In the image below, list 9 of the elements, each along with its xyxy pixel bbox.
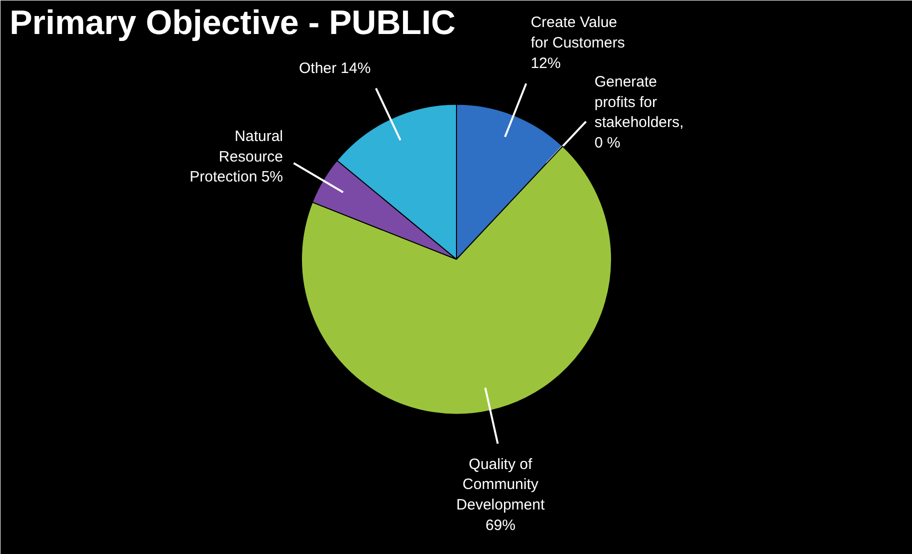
category-label: Generate profits for stakeholders, [594,73,684,132]
slice-label: Quality of Community Development [456,456,546,514]
slice-label: Create Value for Customers [530,14,625,52]
chart-title: Primary Objective - PUBLIC [10,4,456,42]
slice-label: Other 14% [298,60,371,78]
data-label: 12% [530,55,561,72]
data-label: 69% [485,517,516,534]
slice-label: Natural Resource Protection 5% [190,128,284,186]
text: 0 % [594,134,620,152]
